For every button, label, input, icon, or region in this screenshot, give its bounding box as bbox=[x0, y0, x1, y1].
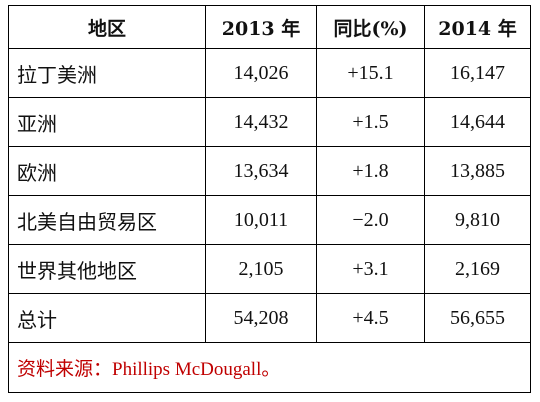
table-row: 亚洲 14,432 +1.5 14,644 bbox=[8, 97, 531, 147]
region-cell: 北美自由贸易区 bbox=[8, 195, 206, 245]
data-table: 地区 2013 年同比(%) 2014 年 拉丁美洲 14,026 +15.1 16,14… bbox=[8, 5, 531, 393]
value-cell: 54,208 bbox=[205, 293, 317, 343]
region-cell: 总计 bbox=[8, 293, 206, 343]
value-cell: +15.1 bbox=[316, 48, 425, 98]
source-note: 资料来源：Phillips McDougall。 bbox=[8, 342, 531, 393]
value-cell: 10,011 bbox=[205, 195, 317, 245]
value-cell: 14,026 bbox=[205, 48, 317, 98]
table-row: 欧洲 13,634 +1.8 13,885 bbox=[8, 146, 531, 196]
value-cell: 14,432 bbox=[205, 97, 317, 147]
region-cell: 拉丁美洲 bbox=[8, 48, 206, 98]
header-cell: 2014 年 bbox=[424, 5, 531, 49]
value-cell: +3.1 bbox=[316, 244, 425, 294]
value-cell: +4.5 bbox=[316, 293, 425, 343]
table-row: 世界其他地区 2,105 +3.1 2,169 bbox=[8, 244, 531, 294]
source-row: 资料来源：Phillips McDougall。 bbox=[8, 342, 531, 393]
value-cell: 9,810 bbox=[424, 195, 531, 245]
value-cell: 16,147 bbox=[424, 48, 531, 98]
region-cell: 亚洲 bbox=[8, 97, 206, 147]
header-cell: 2013 年 bbox=[205, 5, 317, 49]
region-cell: 世界其他地区 bbox=[8, 244, 206, 294]
value-cell: 14,644 bbox=[424, 97, 531, 147]
value-cell: 56,655 bbox=[424, 293, 531, 343]
table-row: 拉丁美洲 14,026 +15.1 16,147 bbox=[8, 48, 531, 98]
value-cell: +1.5 bbox=[316, 97, 425, 147]
table-body: 拉丁美洲 14,026 +15.1 16,147 亚洲 14,432 +1.5 14,644 欧… bbox=[8, 48, 531, 393]
header-cell: 同比(%) bbox=[316, 5, 425, 49]
value-cell: 13,885 bbox=[424, 146, 531, 196]
table-row: 总计 54,208 +4.5 56,655 bbox=[8, 293, 531, 343]
value-cell: 2,105 bbox=[205, 244, 317, 294]
value-cell: 2,169 bbox=[424, 244, 531, 294]
header-cell: 地区 bbox=[8, 5, 206, 49]
value-cell: +1.8 bbox=[316, 146, 425, 196]
value-cell: −2.0 bbox=[316, 195, 425, 245]
header-row: 地区 2013 年同比(%) 2014 年 bbox=[8, 5, 531, 49]
table-row: 北美自由贸易区 10,011 −2.0 9,810 bbox=[8, 195, 531, 245]
region-cell: 欧洲 bbox=[8, 146, 206, 196]
value-cell: 13,634 bbox=[205, 146, 317, 196]
